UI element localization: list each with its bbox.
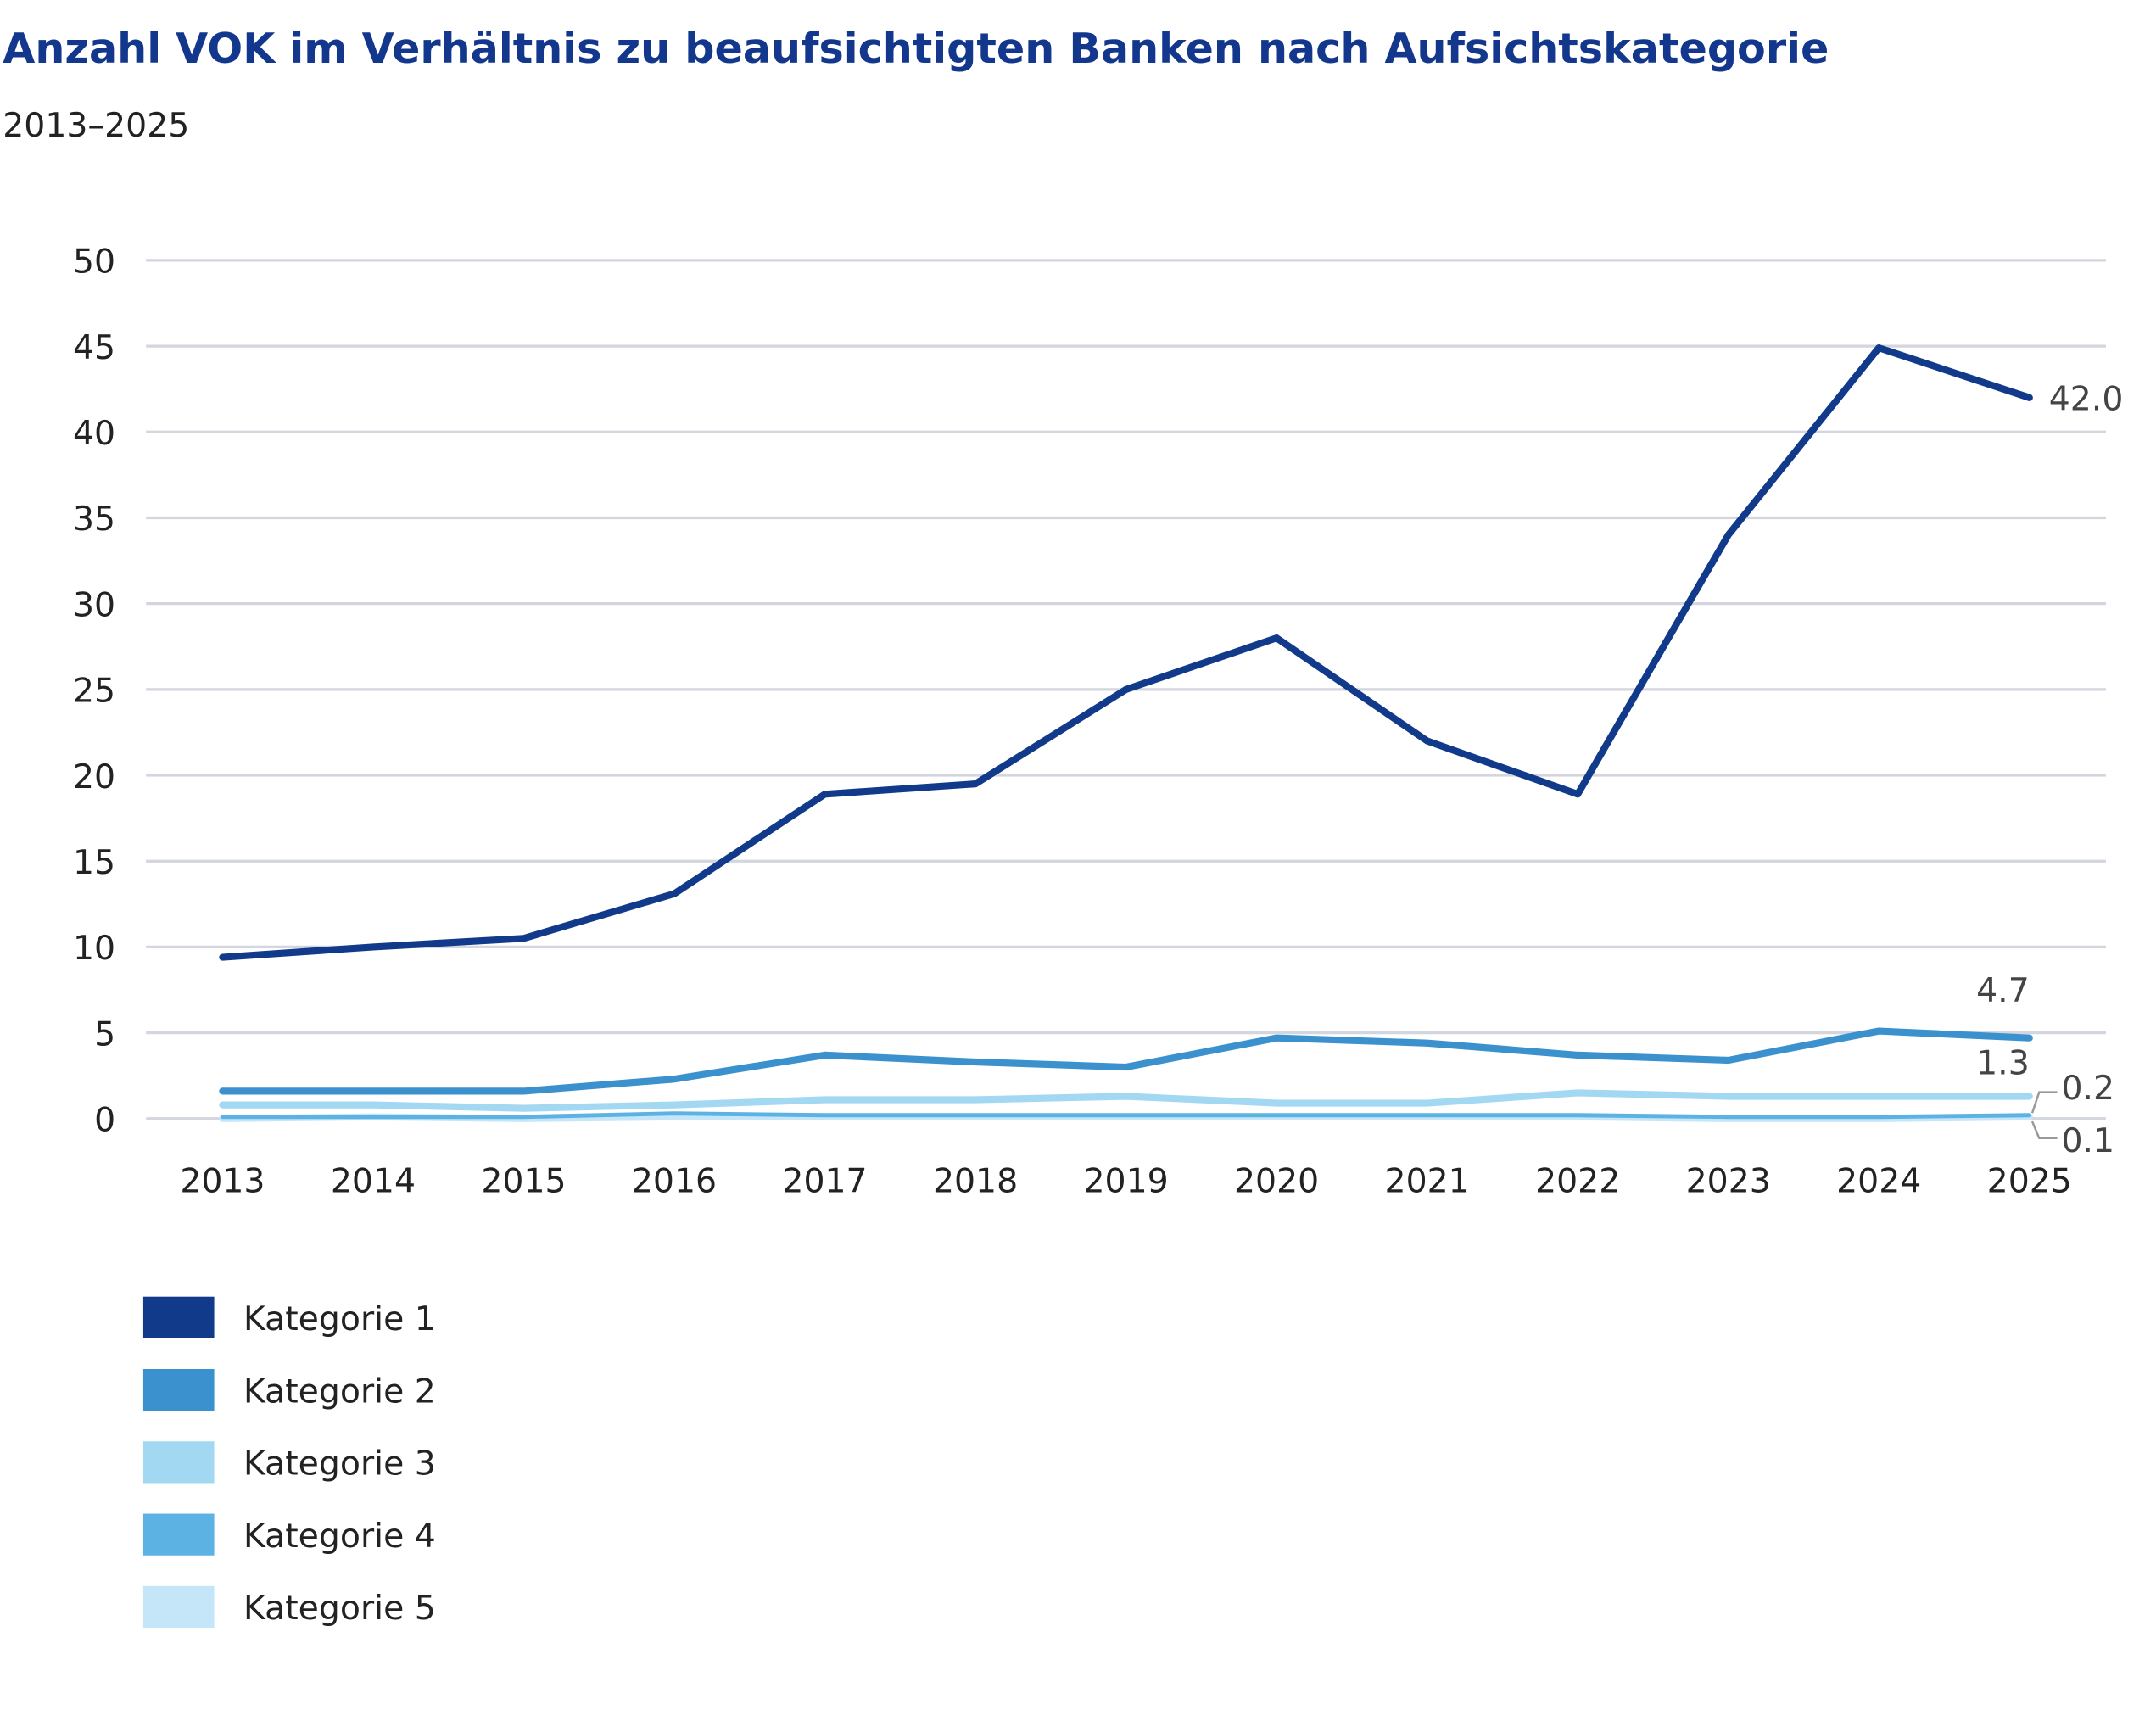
legend-label: Kategorie 3 [243,1445,436,1484]
legend-label: Kategorie 4 [243,1517,436,1556]
chart-title: Anzahl VOK im Verhältnis zu beaufsichtig… [3,24,1829,73]
series-lines [219,344,2033,1122]
y-tick-label: 30 [73,585,115,624]
x-tick-label: 2017 [782,1162,867,1201]
x-tick-label: 2021 [1385,1162,1470,1201]
y-tick-label: 20 [73,757,115,796]
x-tick-label: 2018 [933,1162,1018,1201]
y-tick-label: 15 [73,843,115,882]
x-tick-label: 2024 [1836,1162,1921,1201]
x-tick-label: 2013 [180,1162,265,1201]
legend-label: Kategorie 2 [243,1372,436,1411]
x-tick-label: 2014 [331,1162,416,1201]
series-line-kategorie-4 [220,1111,2032,1120]
y-tick-label: 45 [73,328,115,367]
y-tick-label: 35 [73,500,115,539]
end-label-kategorie-1: 42.0 [2049,380,2124,419]
legend: Kategorie 1 Kategorie 2 Kategorie 3 Kategor… [142,1296,436,1629]
legend-swatch [142,1441,215,1484]
x-tick-label: 2025 [1987,1162,2072,1201]
y-axis: 0 5 10 15 20 25 30 35 40 45 50 [73,243,115,1140]
series-line-kategorie-3 [219,1089,2033,1112]
y-tick-label: 50 [73,243,115,282]
y-tick-label: 5 [94,1014,115,1053]
chart-subtitle: 2013–2025 [3,106,189,145]
series-line-kategorie-2 [219,1027,2033,1095]
end-label-kategorie-5: 0.1 [2061,1121,2114,1160]
leader-line [2030,1091,2058,1114]
end-label-kategorie-2: 4.7 [1976,971,2030,1010]
y-tick-label: 10 [73,929,115,968]
x-tick-label: 2016 [632,1162,717,1201]
x-tick-label: 2023 [1686,1162,1771,1201]
end-label-kategorie-3: 1.3 [1976,1043,2030,1082]
x-tick-label: 2020 [1234,1162,1319,1201]
x-tick-label: 2019 [1083,1162,1168,1201]
leader-line [2030,1120,2058,1139]
end-label-kategorie-4: 0.2 [2061,1069,2114,1108]
x-axis: 2013 2014 2015 2016 2017 2018 2019 2020 2021 2022… [180,1162,2072,1201]
y-tick-label: 25 [73,672,115,711]
series-line-kategorie-1 [219,344,2033,961]
x-tick-label: 2022 [1535,1162,1620,1201]
x-tick-label: 2015 [481,1162,566,1201]
legend-swatch [142,1585,215,1629]
legend-swatch [142,1296,215,1338]
y-tick-label: 0 [94,1101,115,1140]
legend-label: Kategorie 1 [243,1299,436,1338]
legend-swatch [142,1368,215,1411]
legend-swatch [142,1513,215,1556]
y-tick-label: 40 [73,414,115,453]
end-labels: 42.0 4.7 1.3 0.2 0.1 [1976,380,2123,1161]
legend-label: Kategorie 5 [243,1589,436,1628]
